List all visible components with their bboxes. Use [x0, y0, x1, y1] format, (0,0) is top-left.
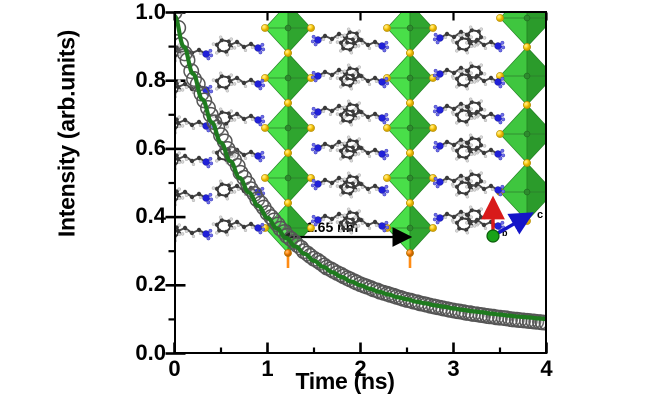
plot-area [174, 11, 547, 354]
y-axis-label: Intensity (arb.units) [53, 29, 80, 238]
y-tick-label: 0.8 [135, 66, 166, 92]
y-tick-label: 0.4 [135, 203, 166, 229]
x-tick-label: 2 [354, 356, 367, 381]
x-tick-label: 1 [261, 356, 274, 381]
scale-bar-label: 1.65 nm [306, 219, 359, 235]
y-tick-label: 0.0 [135, 339, 166, 365]
x-tick-label: 0 [168, 356, 181, 381]
crystal-axis-b-label: b [502, 228, 508, 238]
x-axis-label: Time (ns) [295, 368, 395, 394]
crystal-axis-c-label: c [537, 209, 544, 221]
y-tick-label: 0.2 [135, 271, 166, 297]
x-tick-label: 3 [447, 356, 460, 381]
x-tick-label: 4 [540, 356, 553, 381]
y-tick-label: 1.0 [135, 0, 166, 24]
y-tick-label: 0.6 [135, 134, 166, 160]
crystal-axis-a-label: a [505, 186, 512, 198]
